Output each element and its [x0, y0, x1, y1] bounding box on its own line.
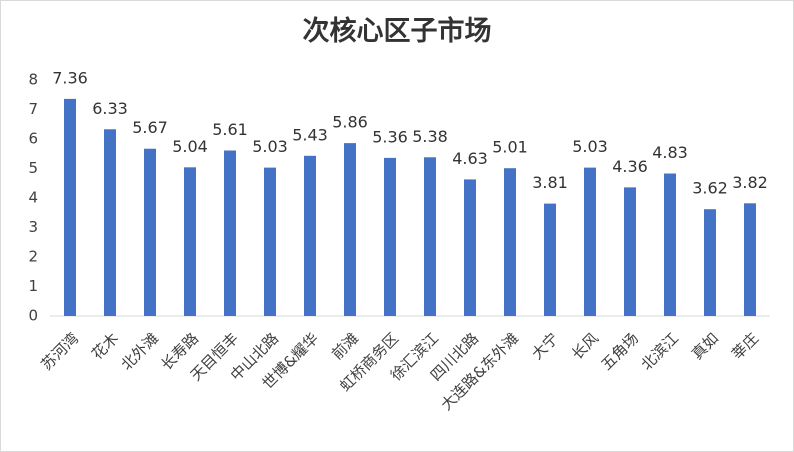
value-label: 5.86 — [332, 113, 368, 132]
bar — [304, 155, 316, 316]
y-tick-label: 4 — [28, 189, 38, 207]
value-label: 4.83 — [652, 143, 688, 162]
value-label: 5.43 — [292, 125, 328, 144]
value-label: 5.36 — [372, 127, 408, 146]
value-label: 5.01 — [492, 138, 528, 157]
y-tick-label: 8 — [28, 71, 38, 89]
value-label: 3.82 — [732, 173, 768, 192]
value-label: 3.62 — [692, 179, 728, 198]
bar — [664, 173, 676, 316]
y-tick-label: 0 — [28, 307, 38, 325]
bar — [144, 148, 156, 316]
bar — [224, 150, 236, 316]
value-label: 5.38 — [412, 127, 448, 146]
bar — [64, 98, 76, 316]
value-label: 5.03 — [252, 137, 288, 156]
value-label: 5.67 — [132, 118, 168, 137]
y-tick-label: 7 — [28, 100, 38, 118]
bar — [264, 167, 276, 316]
y-tick-label: 6 — [28, 130, 38, 148]
y-tick-label: 1 — [28, 277, 38, 295]
bar — [104, 129, 116, 316]
y-tick-label: 2 — [28, 248, 38, 266]
bar — [544, 203, 556, 316]
y-tick-label: 3 — [28, 218, 38, 236]
bar — [424, 157, 436, 316]
value-label: 4.36 — [612, 157, 648, 176]
bar — [504, 168, 516, 316]
value-label: 5.04 — [172, 137, 208, 156]
value-label: 4.63 — [452, 149, 488, 168]
value-label: 6.33 — [92, 99, 128, 118]
chart-title: 次核心区子市场 — [303, 15, 492, 46]
value-label: 5.61 — [212, 120, 248, 139]
bar — [624, 187, 636, 316]
value-label: 5.03 — [572, 137, 608, 156]
bar — [464, 179, 476, 316]
bar — [744, 203, 756, 316]
y-tick-label: 5 — [28, 159, 38, 177]
bar — [344, 143, 356, 316]
bar — [584, 167, 596, 316]
bar — [704, 209, 716, 316]
value-label: 7.36 — [52, 68, 88, 87]
bar — [184, 167, 196, 316]
value-label: 3.81 — [532, 173, 568, 192]
bar — [384, 157, 396, 316]
